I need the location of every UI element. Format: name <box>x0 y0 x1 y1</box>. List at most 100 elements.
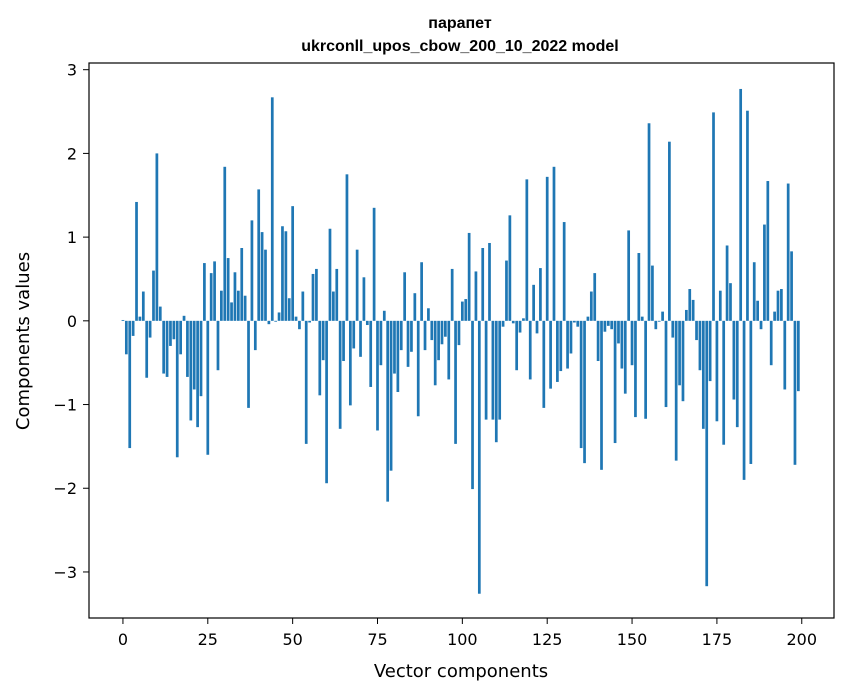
bar <box>393 320 396 374</box>
bar <box>454 320 457 444</box>
bar <box>145 320 149 378</box>
bar <box>552 166 556 321</box>
bar <box>481 248 485 321</box>
bar <box>196 320 199 428</box>
bar <box>654 320 658 330</box>
bar <box>433 320 437 386</box>
bar <box>739 88 743 321</box>
bar <box>135 201 138 321</box>
bar <box>749 320 753 464</box>
bar <box>369 320 373 387</box>
bar <box>579 320 583 449</box>
bar <box>359 320 362 357</box>
x-tick-label: 100 <box>447 630 478 649</box>
y-axis-ticks: −3 −2 −1 0 1 2 3 <box>53 61 89 582</box>
bar <box>348 320 352 406</box>
bar <box>152 270 155 321</box>
bar <box>172 320 176 340</box>
bar <box>644 320 647 419</box>
bar <box>427 308 430 321</box>
bar <box>226 258 230 321</box>
bar <box>494 320 498 443</box>
bar <box>338 320 342 429</box>
bar <box>566 320 569 369</box>
bar <box>209 273 213 321</box>
x-tick-label: 75 <box>367 630 387 649</box>
bar <box>399 320 403 351</box>
bar <box>260 232 264 321</box>
bar <box>735 320 739 428</box>
bar <box>298 320 301 330</box>
bar <box>423 320 427 351</box>
bar <box>274 320 278 322</box>
bar <box>216 320 220 371</box>
bar <box>637 253 641 321</box>
bar <box>311 273 315 321</box>
bar <box>362 277 366 321</box>
bar <box>532 284 535 321</box>
bar <box>603 320 607 332</box>
bar <box>376 320 379 431</box>
bar <box>780 289 783 321</box>
bar <box>474 271 478 321</box>
bar <box>471 320 474 490</box>
bar <box>640 316 644 321</box>
bar <box>691 299 695 321</box>
bar <box>715 320 719 422</box>
bar <box>355 249 359 321</box>
bar <box>206 320 210 455</box>
bar <box>192 320 196 390</box>
chart-title-line1: парапет <box>428 15 492 32</box>
bar <box>759 320 763 330</box>
bar <box>491 320 495 420</box>
bar <box>403 272 407 321</box>
x-tick-label: 125 <box>532 630 563 649</box>
bar <box>382 310 386 321</box>
bar <box>342 320 345 362</box>
bar <box>617 320 620 344</box>
bar <box>270 97 274 321</box>
bar <box>508 215 512 321</box>
bar <box>732 320 736 400</box>
bar <box>606 320 610 326</box>
bar <box>169 320 172 346</box>
bar <box>484 320 488 420</box>
bar <box>522 318 525 321</box>
bar <box>701 320 705 429</box>
bar <box>128 320 132 449</box>
bar <box>148 320 152 338</box>
bar <box>569 320 573 354</box>
bar <box>335 268 339 321</box>
bar <box>593 273 597 321</box>
y-tick-label: −2 <box>53 479 77 498</box>
bar <box>763 224 766 321</box>
bar <box>786 183 790 321</box>
bar <box>165 320 169 377</box>
bar <box>124 320 128 355</box>
bar <box>600 320 603 470</box>
bar <box>627 230 631 321</box>
bar <box>613 320 617 444</box>
bar <box>440 320 444 345</box>
bar <box>783 320 787 390</box>
bar <box>121 319 125 321</box>
bar <box>315 268 318 321</box>
bar <box>250 220 254 321</box>
bar <box>797 320 800 392</box>
bar <box>379 320 383 366</box>
bar <box>725 245 729 321</box>
bar <box>586 316 590 321</box>
y-axis-label: Components values <box>13 252 34 430</box>
bar <box>175 320 179 458</box>
bar <box>158 306 162 321</box>
bar <box>389 320 393 471</box>
bar <box>345 174 349 321</box>
bar <box>722 320 726 445</box>
bar <box>539 268 542 321</box>
bar <box>685 309 688 321</box>
bar <box>437 320 440 361</box>
bar <box>752 262 756 321</box>
bar <box>203 263 206 321</box>
bar <box>708 320 712 382</box>
bar <box>464 299 468 321</box>
